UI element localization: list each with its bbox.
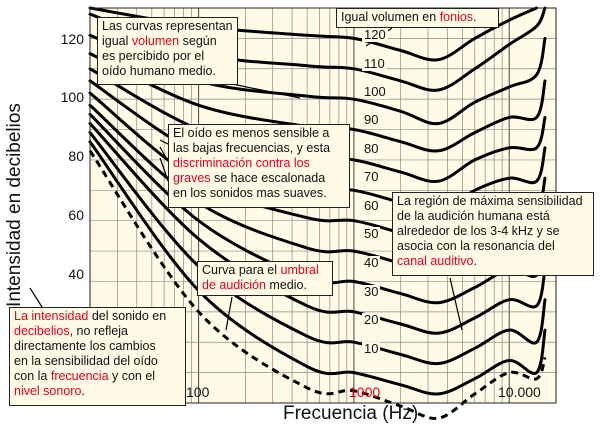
x-tick-label: 10.000 <box>498 384 541 400</box>
curve-label: 80 <box>362 141 381 156</box>
annotation-highlight: discriminación contra los <box>173 156 310 170</box>
annotation-text: y con el <box>108 369 156 383</box>
annotation-text: igual <box>102 34 132 48</box>
curve-label: 110 <box>362 56 387 71</box>
annotation-text: del sonido en <box>88 309 167 323</box>
annotation-text: Las curvas representan <box>102 19 233 33</box>
curve-label: 120 <box>362 27 388 42</box>
threshold-curve <box>88 149 547 420</box>
pointer-line <box>449 277 463 331</box>
annotation-text: Igual volumen en <box>341 10 440 24</box>
annotation-text: en los sonidos mas suaves. <box>173 186 327 200</box>
annotation-graves: El oído es menos sensible a las bajas fr… <box>168 124 350 208</box>
annotation-curvas: Las curvas representan igual volumen seg… <box>97 17 238 85</box>
x-axis-label: Frecuencia (Hz) <box>283 403 419 424</box>
annotation-text: , no refleja <box>69 324 128 338</box>
annotation-text: . <box>81 384 85 398</box>
annotation-text: asocia con la resonancia del <box>397 239 555 253</box>
annotation-text: de la audición humana está <box>397 209 550 223</box>
curve-label: 10 <box>362 341 381 356</box>
annotation-highlight: graves <box>173 171 211 185</box>
curve-label: 50 <box>362 226 381 241</box>
annotation-highlight: canal auditivo <box>397 254 474 268</box>
annotation-highlight: de audición <box>202 278 266 292</box>
annotation-text: medio. <box>265 278 307 292</box>
pointer-line <box>231 83 301 99</box>
annotation-highlight: La intensidad <box>14 309 89 323</box>
curve-label: 20 <box>362 312 381 327</box>
annotation-text: es percibido por el <box>102 49 205 63</box>
annotation-text: El oído es menos sensible a <box>173 126 330 140</box>
annotation-umbral: Curva para el umbral de audición medio. <box>197 261 333 296</box>
annotation-highlight: decibelios <box>14 324 70 338</box>
annotation-intensidad: La intensidad del sonido en decibelios, … <box>9 307 186 406</box>
equal-loudness-curve <box>88 122 547 335</box>
annotation-text: alrededor de los 3-4 kHz y se <box>397 224 560 238</box>
x-tick-label: 100 <box>186 384 210 400</box>
x-tick-label: 1000 <box>349 384 381 400</box>
curve-label: 40 <box>362 255 381 270</box>
annotation-region: La región de máxima sensibilidad de la a… <box>392 192 594 276</box>
curve-label: 90 <box>362 112 381 127</box>
annotation-highlight: volumen <box>131 34 180 48</box>
annotation-highlight: fonios <box>439 10 474 24</box>
annotation-highlight: nivel sonoro <box>14 384 82 398</box>
annotation-text: Curva para el <box>202 263 281 277</box>
annotation-text: oído humano medio. <box>102 64 216 78</box>
annotation-text: . <box>473 254 477 268</box>
annotation-text: según <box>179 34 217 48</box>
equal-loudness-curve <box>88 52 547 153</box>
annotation-text: en la sensibilidad del oído <box>14 354 158 368</box>
annotation-text: se hace escalonada <box>210 171 326 185</box>
curve-label: 70 <box>362 169 381 184</box>
annotation-text: las bajas frecuencias, y esta <box>173 141 331 155</box>
annotation-highlight: frecuencia <box>50 369 109 383</box>
annotation-text: . <box>473 10 477 24</box>
y-axis-label: Intensidad en decibelios <box>4 103 25 307</box>
annotation-text: La región de máxima sensibilidad <box>397 194 583 208</box>
curve-label: 30 <box>362 284 381 299</box>
equal-loudness-curve <box>88 33 547 126</box>
annotation-text: con la <box>14 369 51 383</box>
pointer-line <box>29 287 43 308</box>
y-tick-label: 60 <box>68 207 84 223</box>
y-tick-label: 40 <box>68 266 84 282</box>
curve-label: 100 <box>362 84 388 99</box>
annotation-fonios: Igual volumen en fonios. <box>336 8 499 28</box>
curve-label: 60 <box>362 198 381 213</box>
y-tick-label: 80 <box>68 148 84 164</box>
y-tick-label: 100 <box>60 89 84 105</box>
annotation-text: directamente los cambios <box>14 339 156 353</box>
y-tick-label: 120 <box>60 31 84 47</box>
pointer-line <box>225 296 233 331</box>
annotation-highlight: umbral <box>280 263 319 277</box>
